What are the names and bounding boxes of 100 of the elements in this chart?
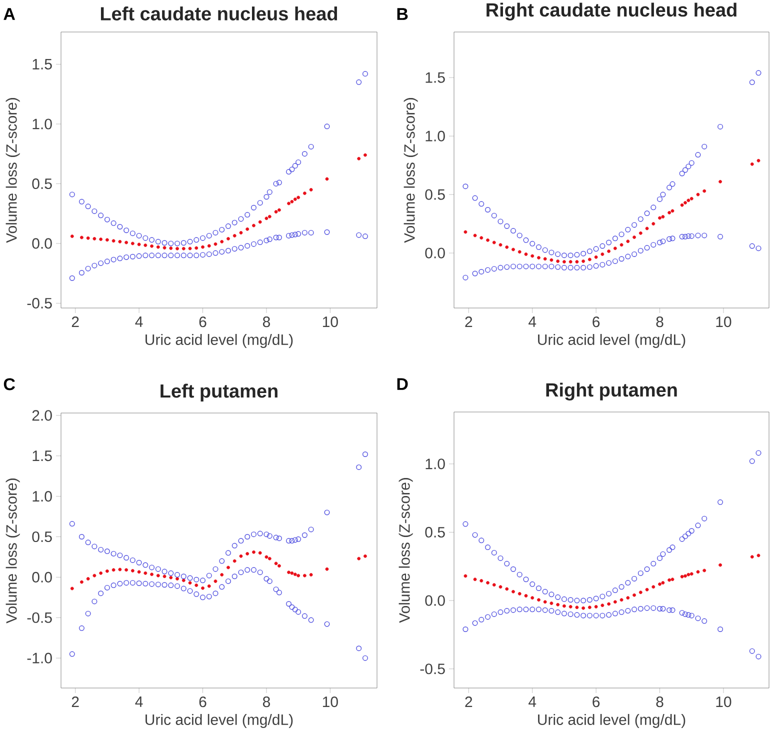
point [80,236,84,240]
point [530,606,536,612]
point [530,596,534,600]
text: A [4,8,16,20]
point [600,252,604,256]
x-tick-label: 2 [465,696,472,707]
point [682,234,688,240]
point [309,573,313,576]
point [85,610,91,616]
x-tick-label: 10 [716,316,732,328]
point [232,559,236,563]
x-tick-label: 4 [135,696,143,707]
point [670,578,674,582]
point [542,247,548,253]
point [286,538,292,544]
point [99,571,103,575]
point [620,598,624,602]
point [668,210,672,214]
point [679,170,685,176]
point [244,243,250,249]
point [498,243,502,247]
point [207,244,211,248]
point [756,246,762,252]
point [536,244,542,250]
point [292,163,298,169]
y-tick-label: 0.0 [32,572,52,582]
point [612,610,618,616]
point [686,164,692,170]
y-tick-label: 1.5 [32,59,52,70]
point [536,264,542,270]
point [679,536,685,542]
point [462,626,468,632]
point [257,570,263,576]
point [607,602,610,606]
point [670,236,676,242]
point [485,544,491,550]
point [472,195,478,201]
point [512,248,515,252]
point [472,532,478,538]
point [273,180,279,186]
y-tick-label: 1.0 [426,130,445,142]
point [618,584,624,590]
point [168,570,174,576]
point [86,236,90,240]
x-tick-label: 6 [199,316,206,328]
point [485,207,491,213]
point [550,602,554,605]
point [112,568,116,572]
point [568,611,574,617]
point [308,230,314,236]
point [652,222,656,226]
point [645,226,649,230]
point [548,608,554,614]
point [357,156,361,160]
point [219,249,225,255]
point [618,609,624,615]
x-axis-title: Uric acid level (mg/dL) [538,714,686,728]
point [124,228,130,234]
point [686,198,690,202]
point [530,581,536,587]
point [155,252,161,258]
y-tick-label: -1.0 [27,652,52,664]
x-tick-label: 8 [656,316,664,328]
point [188,581,192,585]
point [718,124,724,130]
point [187,588,193,594]
point [155,238,161,244]
point [309,188,313,192]
point [162,568,168,574]
point [252,550,256,554]
point [194,576,200,582]
point [606,612,612,618]
point [657,555,663,561]
point [244,567,250,573]
point [200,235,206,241]
point [510,228,516,234]
point [625,580,631,586]
point [607,250,610,253]
y-tick-label: 0.0 [425,595,445,606]
point [582,260,586,263]
point [136,560,142,566]
point [308,526,314,532]
point [357,556,361,560]
point [542,588,548,594]
point [644,210,650,216]
point [688,160,694,166]
point [98,260,104,266]
point [666,236,672,242]
point [749,648,755,654]
point [696,192,700,196]
point [588,606,592,610]
point [124,254,130,260]
point [194,252,200,258]
point [155,582,161,588]
point [264,555,268,559]
point [613,600,617,604]
point [266,533,272,539]
point [473,234,477,238]
chart-title: Left caudate nucleus head [100,6,338,20]
point [718,626,724,632]
